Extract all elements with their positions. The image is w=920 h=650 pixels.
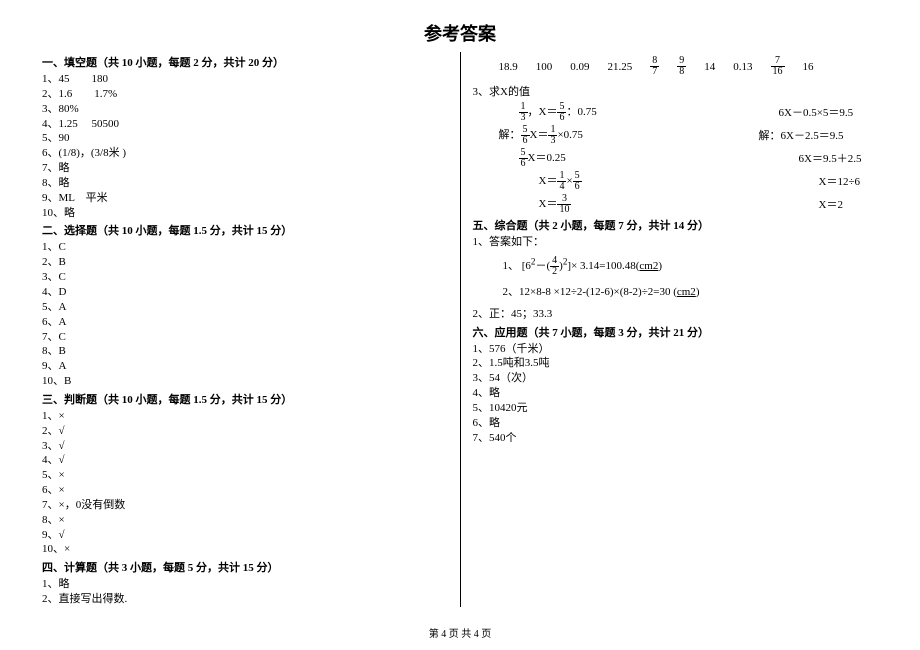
- section-4-header: 四、计算题（共 3 小题，每题 5 分，共计 15 分）: [42, 559, 448, 575]
- page-title: 参考答案: [30, 20, 890, 46]
- eq-left: 56X＝0.25: [499, 148, 779, 169]
- s1-item: 5、90: [42, 131, 448, 146]
- s1-item: 6、(1/8)，(3/8米 ): [42, 146, 448, 161]
- s6-item: 1、576（千米）: [473, 342, 879, 357]
- s6-item: 7、540个: [473, 431, 879, 446]
- eq-right: 6X＝9.5＋2.5: [779, 150, 879, 166]
- eq-right: 解：6X－2.5＝9.5: [759, 127, 879, 143]
- s1-item: 7、略: [42, 161, 448, 176]
- s1-item: 10、略: [42, 206, 448, 221]
- s6-item: 4、略: [473, 386, 879, 401]
- formula-1: 1、 [62－(42)2]× 3.14=100.48(cm2): [503, 256, 879, 277]
- s2-item: 4、D: [42, 285, 448, 300]
- s2-item: 8、B: [42, 344, 448, 359]
- columns: 一、填空题（共 10 小题，每题 2 分，共计 20 分） 1、45 180 2…: [30, 52, 890, 607]
- calc-val: 100: [536, 61, 553, 73]
- calc-val: 21.25: [608, 61, 633, 73]
- s3-item: 3、√: [42, 439, 448, 454]
- s2-item: 5、A: [42, 300, 448, 315]
- s2-item: 3、C: [42, 270, 448, 285]
- equation-block: 13，X＝56：0.75 6X－0.5×5＝9.5 解：56X＝13×0.75 …: [473, 102, 879, 215]
- calc-frac: 716: [771, 56, 785, 77]
- right-column: 18.9 100 0.09 21.25 87 98 14 0.13 716 16…: [461, 52, 891, 607]
- formula-2: 2、12×8-8 ×12÷2-(12-6)×(8-2)÷2=30 (cm2): [503, 283, 879, 299]
- s3-item: 7、×，0没有倒数: [42, 498, 448, 513]
- calc-frac: 98: [677, 56, 686, 77]
- s3-item: 2、√: [42, 424, 448, 439]
- section-2-header: 二、选择题（共 10 小题，每题 1.5 分，共计 15 分）: [42, 222, 448, 238]
- section-6-header: 六、应用题（共 7 小题，每题 3 分，共计 21 分）: [473, 324, 879, 340]
- s3-item: 4、√: [42, 453, 448, 468]
- s6-item: 3、54（次）: [473, 371, 879, 386]
- eq-left: X＝310: [499, 194, 799, 215]
- s1-item: 8、略: [42, 176, 448, 191]
- s1-item: 4、1.25 50500: [42, 117, 448, 132]
- calc-val: 0.13: [733, 61, 752, 73]
- eq-right: X＝12÷6: [799, 173, 879, 189]
- eq-left: 解：56X＝13×0.75: [499, 125, 759, 146]
- page-footer: 第 4 页 共 4 页: [0, 625, 920, 640]
- s1-item: 9、ML 平米: [42, 191, 448, 206]
- s2-item: 7、C: [42, 330, 448, 345]
- s4-item: 1、略: [42, 577, 448, 592]
- q3-label: 3、求X的值: [473, 85, 879, 100]
- eq-right: 6X－0.5×5＝9.5: [779, 104, 879, 120]
- s4-item: 2、直接写出得数.: [42, 592, 448, 607]
- s2-item: 1、C: [42, 240, 448, 255]
- calc-val: 0.09: [570, 61, 589, 73]
- s1-item: 3、80%: [42, 102, 448, 117]
- s6-item: 2、1.5吨和3.5吨: [473, 356, 879, 371]
- section-5-header: 五、综合题（共 2 小题，每题 7 分，共计 14 分）: [473, 217, 879, 233]
- s1-item: 1、45 180: [42, 72, 448, 87]
- s3-item: 10、×: [42, 542, 448, 557]
- s2-item: 2、B: [42, 255, 448, 270]
- s3-item: 6、×: [42, 483, 448, 498]
- s2-item: 9、A: [42, 359, 448, 374]
- s3-item: 8、×: [42, 513, 448, 528]
- calc-answers-row: 18.9 100 0.09 21.25 87 98 14 0.13 716 16: [473, 56, 879, 77]
- s1-item: 2、1.6 1.7%: [42, 87, 448, 102]
- s2-item: 10、B: [42, 374, 448, 389]
- s6-item: 6、略: [473, 416, 879, 431]
- left-column: 一、填空题（共 10 小题，每题 2 分，共计 20 分） 1、45 180 2…: [30, 52, 461, 607]
- eq-left: 13，X＝56：0.75: [499, 102, 779, 123]
- s3-item: 9、√: [42, 528, 448, 543]
- section-1-header: 一、填空题（共 10 小题，每题 2 分，共计 20 分）: [42, 54, 448, 70]
- calc-val: 18.9: [499, 61, 518, 73]
- eq-right: X＝2: [799, 196, 879, 212]
- section-3-header: 三、判断题（共 10 小题，每题 1.5 分，共计 15 分）: [42, 391, 448, 407]
- calc-frac: 87: [650, 56, 659, 77]
- s3-item: 5、×: [42, 468, 448, 483]
- s3-item: 1、×: [42, 409, 448, 424]
- s5-line2: 2、正：45；33.3: [473, 307, 879, 322]
- eq-left: X＝14×56: [499, 171, 799, 192]
- s5-intro: 1、答案如下：: [473, 235, 879, 250]
- s2-item: 6、A: [42, 315, 448, 330]
- calc-val: 16: [803, 61, 814, 73]
- s6-item: 5、10420元: [473, 401, 879, 416]
- calc-val: 14: [704, 61, 715, 73]
